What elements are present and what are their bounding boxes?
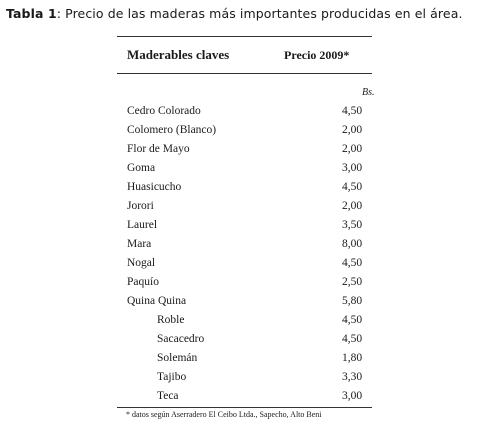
wood-name: Huasicucho: [127, 180, 182, 193]
table-row: Cedro Colorado 4,50: [117, 101, 372, 120]
table-body: Cedro Colorado 4,50 Colomero (Blanco) 2,00 F…: [117, 101, 372, 405]
wood-price: 3,50: [342, 218, 363, 231]
wood-name: Nogal: [127, 256, 156, 269]
wood-name: Teca: [157, 389, 179, 402]
wood-price: 3,00: [342, 161, 363, 174]
table-row: Colomero (Blanco) 2,00: [117, 120, 372, 139]
table-row: Laurel 3,50: [117, 215, 372, 234]
table-row: Tajibo 3,30: [117, 367, 372, 386]
table-row: Huasicucho 4,50: [117, 177, 372, 196]
table-row: Goma 3,00: [117, 158, 372, 177]
wood-price: 4,50: [342, 332, 363, 345]
table-row: Jorori 2,00: [117, 196, 372, 215]
wood-name: Cedro Colorado: [127, 104, 201, 117]
wood-price: 4,50: [342, 180, 363, 193]
wood-name: Tajibo: [157, 370, 187, 383]
caption-label: Tabla 1: [6, 6, 57, 21]
wood-price: 2,00: [342, 123, 363, 136]
wood-name: Sacacedro: [157, 332, 205, 345]
table-row: Paquío 2,50: [117, 272, 372, 291]
wood-name: Mara: [127, 237, 152, 250]
wood-name: Quina Quina: [127, 294, 187, 307]
table-footnote: * datos según Aserradero El Ceibo Ltda.,…: [126, 410, 322, 419]
units-row: Bs.: [117, 74, 375, 98]
units-label: Bs.: [362, 87, 375, 98]
table-row: Nogal 4,50: [117, 253, 372, 272]
wood-name: Paquío: [127, 275, 159, 288]
wood-name: Laurel: [127, 218, 158, 231]
table-row: Flor de Mayo 2,00: [117, 139, 372, 158]
wood-name: Flor de Mayo: [127, 142, 190, 155]
wood-name: Goma: [127, 161, 156, 174]
wood-price: 4,50: [342, 104, 363, 117]
wood-name: Jorori: [127, 199, 154, 212]
price-table: Maderables claves Precio 2009* Bs. Cedro…: [117, 36, 375, 408]
table-row: Mara 8,00: [117, 234, 372, 253]
table-header-row: Maderables claves Precio 2009*: [117, 37, 372, 73]
wood-price: 4,50: [342, 256, 363, 269]
table-row: Solemán 1,80: [117, 348, 372, 367]
table-row: Teca 3,00: [117, 386, 372, 405]
wood-name: Roble: [157, 313, 185, 326]
wood-price: 3,00: [342, 389, 363, 402]
table-row: Quina Quina 5,80: [117, 291, 372, 310]
wood-price: 2,50: [342, 275, 363, 288]
table-top-rule: [117, 36, 372, 37]
wood-price: 4,50: [342, 313, 363, 326]
wood-price: 5,80: [342, 294, 363, 307]
wood-name: Colomero (Blanco): [127, 123, 217, 136]
wood-price: 2,00: [342, 142, 363, 155]
header-name: Maderables claves: [127, 47, 230, 62]
wood-name: Solemán: [157, 351, 198, 364]
table-header-rule: [117, 73, 372, 74]
header-price: Precio 2009*: [284, 47, 350, 62]
table-row: Roble 4,50: [117, 310, 372, 329]
wood-price: 8,00: [342, 237, 363, 250]
wood-price: 2,00: [342, 199, 363, 212]
table-caption: Tabla 1: Precio de las maderas más impor…: [6, 6, 463, 21]
table-bottom-rule: [117, 407, 372, 408]
caption-text: : Precio de las maderas más importantes …: [56, 6, 463, 21]
wood-price: 3,30: [342, 370, 363, 383]
wood-price: 1,80: [342, 351, 363, 364]
table-row: Sacacedro 4,50: [117, 329, 372, 348]
